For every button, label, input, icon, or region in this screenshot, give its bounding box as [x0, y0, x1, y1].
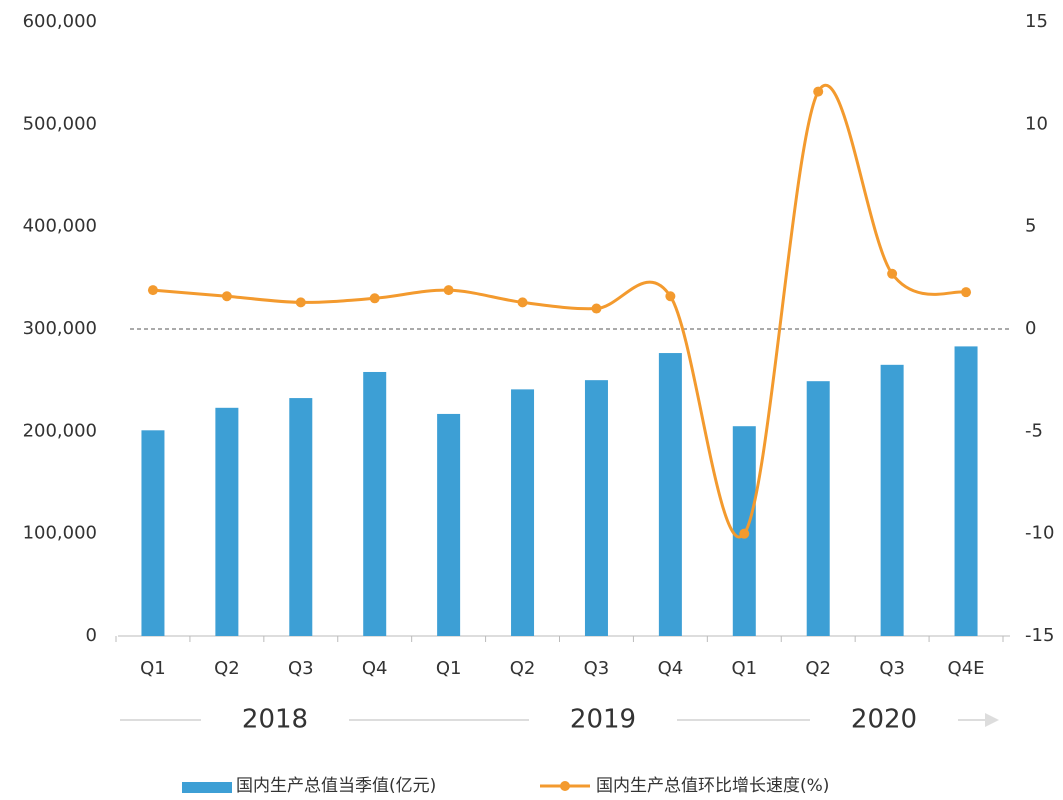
bar	[658, 353, 682, 636]
year-box	[810, 694, 958, 746]
line-point	[739, 528, 750, 539]
y2-tick-label: 10	[1025, 113, 1048, 134]
year-arrow-head	[985, 713, 999, 727]
bar	[289, 398, 313, 636]
line-point	[147, 285, 158, 296]
legend-swatch	[182, 782, 232, 793]
line-point	[813, 86, 824, 97]
line-point	[665, 291, 676, 302]
year-box	[529, 694, 677, 746]
legend-label: 国内生产总值当季值(亿元)	[236, 776, 436, 796]
x-tick-label: Q4	[362, 658, 388, 679]
legend-label: 国内生产总值环比增长速度(%)	[596, 776, 829, 796]
y-tick-label: 600,000	[23, 11, 97, 32]
bar	[511, 389, 535, 636]
line-point	[887, 268, 898, 279]
y-tick-label: 0	[86, 625, 97, 646]
y2-tick-label: 15	[1025, 11, 1048, 32]
year-label: 2020	[851, 705, 917, 735]
y2-tick-label: -10	[1025, 523, 1054, 544]
x-tick-label: Q3	[879, 658, 905, 679]
year-label: 2019	[570, 705, 636, 735]
line-point	[961, 287, 972, 298]
x-tick-label: Q4E	[948, 658, 985, 679]
y-tick-label: 300,000	[23, 318, 97, 339]
year-label: 2018	[242, 705, 308, 735]
x-tick-label: Q2	[510, 658, 536, 679]
line-point	[221, 291, 232, 302]
line-point	[517, 297, 528, 308]
x-tick-label: Q3	[288, 658, 314, 679]
y-tick-label: 200,000	[23, 420, 97, 441]
y2-tick-label: 5	[1025, 216, 1036, 237]
bar	[584, 380, 608, 636]
bar	[437, 413, 461, 636]
x-tick-label: Q1	[731, 658, 757, 679]
x-tick-label: Q3	[584, 658, 610, 679]
bar	[806, 381, 830, 636]
y-tick-label: 500,000	[23, 113, 97, 134]
bar	[215, 407, 239, 636]
year-box	[201, 694, 349, 746]
line-point	[369, 293, 380, 304]
x-tick-label: Q2	[214, 658, 240, 679]
bar	[141, 430, 165, 636]
x-tick-label: Q1	[140, 658, 166, 679]
bar	[954, 346, 978, 636]
x-tick-label: Q4	[658, 658, 684, 679]
y2-tick-label: 0	[1025, 318, 1036, 339]
x-tick-label: Q1	[436, 658, 462, 679]
bar	[880, 364, 904, 636]
line-point	[295, 297, 306, 308]
line-point	[443, 285, 454, 296]
line	[152, 83, 967, 539]
y-tick-label: 400,000	[23, 216, 97, 237]
x-tick-label: Q2	[805, 658, 831, 679]
y-tick-label: 100,000	[23, 523, 97, 544]
legend-swatch	[560, 781, 570, 791]
y2-tick-label: -15	[1025, 625, 1054, 646]
bar	[363, 371, 387, 636]
y2-tick-label: -5	[1025, 420, 1043, 441]
line-point	[591, 303, 602, 314]
